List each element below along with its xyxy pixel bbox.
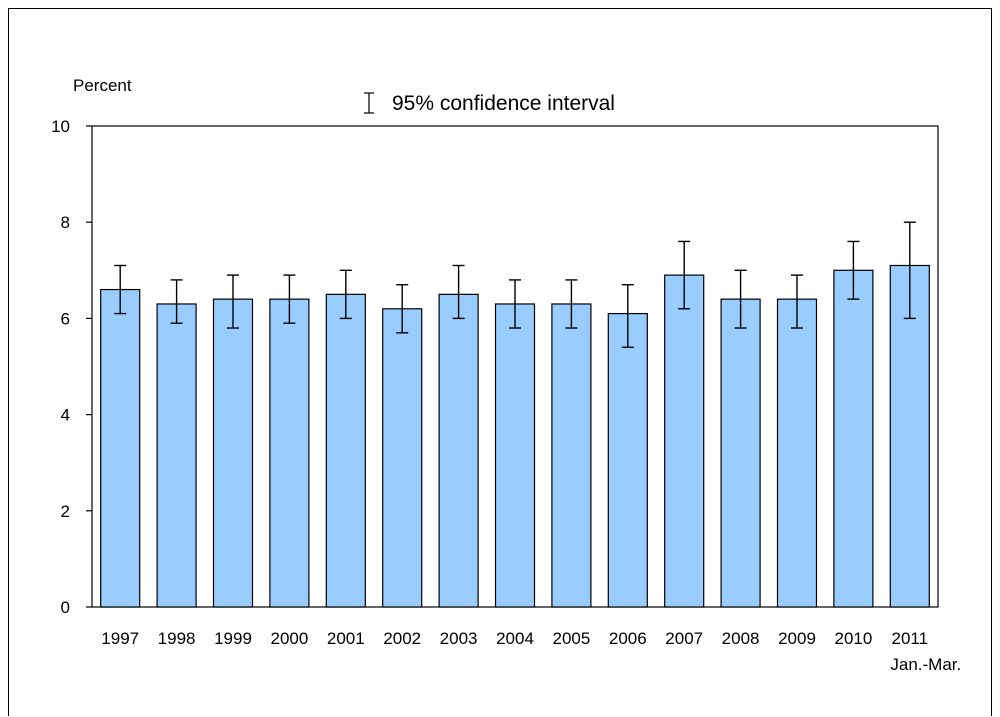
bar: [776, 298, 818, 608]
error-bar: [227, 274, 239, 329]
bar: [889, 264, 930, 608]
error-bar: [621, 284, 634, 348]
y-tick-label: 4: [61, 406, 70, 425]
chart-frame: [8, 8, 992, 716]
error-bar: [565, 279, 578, 329]
x-tick-label: 2006: [609, 629, 647, 648]
bar: [325, 293, 366, 608]
error-bar: [396, 284, 409, 334]
error-bar: [339, 269, 352, 320]
error-bars: [114, 221, 916, 348]
x-tick-label: 2000: [270, 629, 308, 648]
error-bar: [791, 274, 803, 329]
legend-label: 95% confidence interval: [392, 92, 615, 115]
x-tick-label: 2001: [327, 629, 365, 648]
x-tick-label: 2007: [665, 629, 703, 648]
legend-error-bar-icon: [364, 92, 374, 114]
x-tick-label: 2004: [496, 629, 534, 648]
x-tick-label: 2008: [722, 629, 760, 648]
x-tick-label: 2002: [383, 629, 421, 648]
error-bar: [903, 221, 916, 320]
bar: [438, 293, 479, 608]
bar: [382, 308, 423, 608]
error-bar: [734, 269, 747, 329]
error-bar: [452, 264, 465, 320]
x-axis: 1997 1998 1999 2000 2001 2002 2003 2004 2005 2006…: [101, 629, 961, 674]
bar: [551, 303, 592, 608]
y-axis-label: Percent: [73, 76, 132, 95]
bar: [156, 303, 197, 608]
x-tick-label: 2009: [778, 629, 816, 648]
bar: [607, 312, 648, 608]
x-tick-label: 2010: [834, 629, 872, 648]
bar: [664, 274, 705, 608]
y-tick-label: 0: [61, 598, 70, 617]
bar: [720, 298, 761, 608]
error-bar: [170, 279, 183, 324]
y-tick-label: 6: [61, 309, 70, 328]
error-bar: [847, 240, 860, 300]
error-bar: [114, 264, 127, 315]
x-tick-label: 2011: [892, 629, 929, 648]
y-tick-label: 10: [51, 117, 70, 136]
bars: [100, 264, 930, 608]
bar: [833, 269, 874, 608]
x-tick-label: 1997: [101, 629, 139, 648]
error-bar: [283, 274, 296, 324]
y-tick-label: 2: [61, 502, 70, 521]
legend: 95% confidence interval: [364, 92, 615, 115]
error-bar: [509, 279, 521, 329]
x-tick-label: 2005: [552, 629, 590, 648]
x-tick-sublabel: Jan.-Mar.: [890, 655, 961, 674]
bar: [100, 288, 141, 608]
y-axis: 0 2 4 6 8 10: [51, 117, 92, 617]
bar: [212, 298, 254, 608]
y-tick-label: 8: [61, 213, 70, 232]
x-tick-label: 1998: [158, 629, 196, 648]
x-tick-label: 1999: [214, 629, 252, 648]
error-bar: [678, 240, 691, 310]
bar: [269, 298, 310, 608]
bar: [494, 303, 536, 608]
x-tick-label: 2003: [440, 629, 478, 648]
